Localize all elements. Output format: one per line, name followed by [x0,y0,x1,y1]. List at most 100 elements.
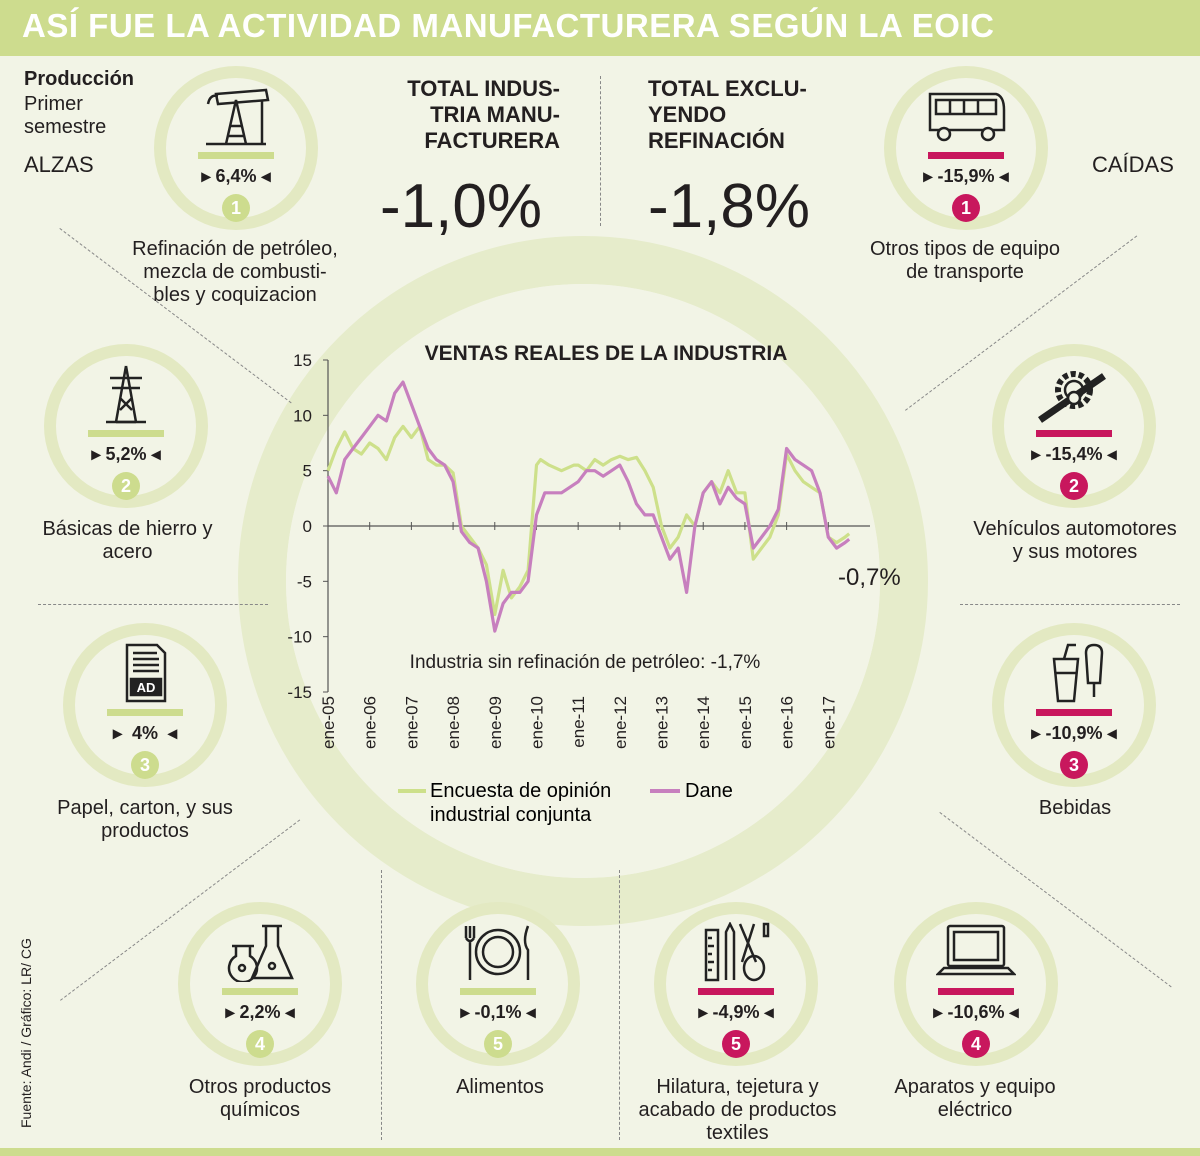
y-tick-label: -10 [287,628,312,647]
caida-bar [1036,709,1112,716]
y-tick-label: -5 [297,572,312,591]
caida-label-1: Otros tipos de equipo de transporte [869,238,1061,283]
caida-item-5: ▸ -4,9% ◂ 5 [654,902,818,1066]
x-tick-label: ene-06 [361,696,380,749]
alza-label-2: Básicas de hierro y acero [42,518,213,563]
total-excluyendo-value: -1,8% [648,172,810,241]
y-tick-label: 10 [293,406,312,425]
x-tick-label: ene-09 [486,696,505,749]
caida-item-2: ▸ -15,4% ◂ 2 [992,344,1156,508]
alza-pct: ▸ -0,1% ◂ [460,1002,536,1022]
caidas-label: CAÍDAS [1092,152,1174,177]
caida-pct: ▸ -10,6% ◂ [933,1002,1019,1022]
alza-label-5: Alimentos [456,1076,544,1098]
caida-label-3: Bebidas [1038,797,1112,819]
caida-pct: ▸ -4,9% ◂ [698,1002,774,1022]
chart-legend: Encuesta de opinión industrial conjunta … [398,780,733,826]
sewing-tools-icon [704,922,770,982]
x-tick-label: ene-05 [319,696,338,749]
alza-bar [460,988,536,995]
y-tick-label: 15 [293,351,312,370]
legend-dane-label: Dane [685,780,733,802]
alza-pct: ▸ 4% ◂ [112,723,178,743]
footer-bar [0,1148,1200,1156]
caida-rank-badge: 4 [962,1030,990,1058]
caida-bar [938,988,1014,995]
caida-rank-badge: 5 [722,1030,750,1058]
divider-dashed [619,870,620,1140]
caida-item-4: ▸ -10,6% ◂ 4 [894,902,1058,1066]
x-tick-label: ene-11 [569,696,588,748]
chart-title: VENTAS REALES DE LA INDUSTRIA [425,342,788,365]
svg-text:AD: AD [137,680,156,695]
alza-item-1: ▸ 6,4% ◂ 1 [154,66,318,230]
series-line-dane [326,380,851,633]
alza-bar [198,152,274,159]
x-tick-label: ene-10 [527,696,546,749]
x-tick-label: ene-17 [819,696,838,749]
divider-dashed [381,870,382,1140]
caida-label-5: Hilatura, tejetura y acabado de productos… [638,1076,837,1144]
alza-rank-badge: 1 [222,194,250,222]
chemistry-flasks-icon [227,924,294,982]
note-annotation: Industria sin refinación de petróleo: -1… [410,652,761,673]
caida-item-1: ▸ -15,9% ◂ 1 [884,66,1048,230]
caida-rank-badge: 2 [1060,472,1088,500]
alza-pct: ▸ 6,4% ◂ [201,166,271,186]
series-line-eoic [326,424,851,617]
y-tick-label: 5 [303,462,312,481]
alza-item-5: ▸ -0,1% ◂ 5 [416,902,580,1066]
caida-pct: ▸ -15,4% ◂ [1031,444,1117,464]
plate-cutlery-icon [464,925,530,980]
alza-rank-badge: 4 [246,1030,274,1058]
alza-label-4: Otros productos químicos [188,1076,332,1121]
drinks-icon [1052,643,1104,703]
legend-eoic-label: industrial conjunta [430,804,592,826]
caida-pct: ▸ -15,9% ◂ [923,166,1009,186]
alza-label-1: Refinación de petróleo, mezcla de combust… [132,238,338,306]
alzas-label: ALZAS [24,152,94,177]
alza-item-3: AD ▸ 4% ◂ 3 [63,623,227,787]
caida-bar [698,988,774,995]
background-disc [286,284,880,878]
alza-bar [107,709,183,716]
caida-bar [1036,430,1112,437]
alza-pct: ▸ 5,2% ◂ [91,444,161,464]
caida-pct: ▸ -10,9% ◂ [1031,723,1117,743]
alza-bar [88,430,164,437]
y-tick-label: -15 [287,683,312,702]
caida-item-3: ▸ -10,9% ◂ 3 [992,623,1156,787]
x-tick-label: ene-07 [402,696,421,749]
end-value-annotation: -0,7% [838,564,901,591]
x-tick-label: ene-14 [694,696,713,749]
x-tick-label: ene-16 [778,696,797,749]
alza-rank-badge: 5 [484,1030,512,1058]
alza-item-4: ▸ 2,2% ◂ 4 [178,902,342,1066]
total-excluyendo-title: TOTAL EXCLU- YENDO REFINACIÓN [648,76,807,153]
alza-rank-badge: 2 [112,472,140,500]
alza-pct: ▸ 2,2% ◂ [225,1002,295,1022]
x-tick-label: ene-13 [653,696,672,749]
oil-pump-icon [206,88,270,146]
total-industria-value: -1,0% [380,172,542,241]
caida-label-4: Aparatos y equipo eléctrico [894,1076,1056,1121]
sales-line-chart: VENTAS REALES DE LA INDUSTRIA 15 10 5 0 -5 -1… [287,342,901,826]
primer-semestre-label: Primer semestre [24,93,107,138]
legend-eoic-label: Encuesta de opinión [430,780,611,802]
total-industria-title: TOTAL INDUS- TRIA MANU- FACTURERA [407,76,560,153]
caida-rank-badge: 3 [1060,751,1088,779]
produccion-label: Producción [24,68,135,90]
alza-item-2: ▸ 5,2% ◂ 2 [44,344,208,508]
power-tower-icon [106,365,146,424]
caida-label-2: Vehículos automotores y sus motores [973,518,1177,563]
alza-label-3: Papel, carton, y sus productos [57,797,233,842]
y-tick-label: 0 [303,517,312,536]
alza-rank-badge: 3 [131,751,159,779]
caida-bar [928,152,1004,159]
x-tick-label: ene-15 [736,696,755,749]
bus-icon [928,92,1006,142]
source-note: Fuente: Andi / Gráfico: LR/ CG [18,938,34,1128]
page-title: ASÍ FUE LA ACTIVIDAD MANUFACTURERA SEGÚN… [22,7,995,44]
divider-dashed [38,604,268,605]
divider-dashed [600,76,601,226]
